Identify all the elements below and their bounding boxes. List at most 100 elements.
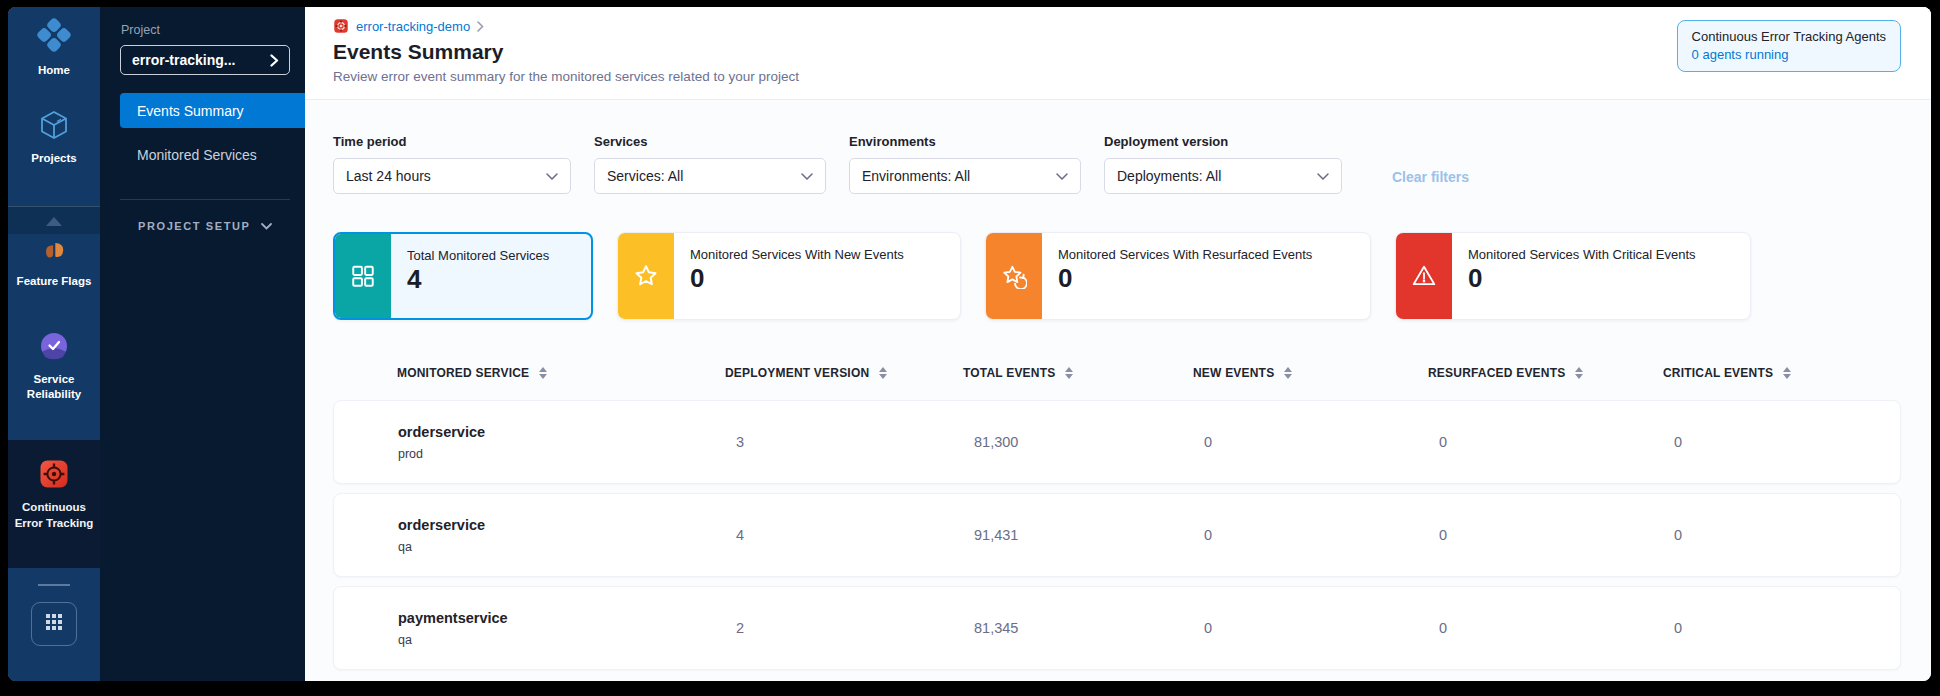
sidebar-bottom-section: [8, 568, 100, 681]
table-body: orderservice prod 3 81,300 0 0 0 orderse…: [333, 400, 1901, 670]
chevron-down-icon: [1317, 173, 1329, 180]
sidebar-divider: [38, 584, 70, 586]
chevron-down-icon: [546, 173, 558, 180]
time-period-select[interactable]: Last 24 hours: [333, 158, 571, 194]
filter-environments: Environments Environments: All: [849, 134, 1081, 194]
stat-value: 0: [1468, 263, 1696, 294]
breadcrumb-project-link[interactable]: error-tracking-demo: [356, 19, 470, 34]
sidebar-item-label: Service Reliability: [8, 372, 100, 403]
sort-icon: [1783, 367, 1791, 379]
harness-logo-icon: [36, 17, 72, 57]
resurfaced-events-value: 0: [1365, 620, 1600, 636]
project-menu: Events Summary Monitored Services: [100, 93, 305, 172]
chevron-down-icon: [261, 220, 272, 232]
column-header-resurfaced-events[interactable]: RESURFACED EVENTS: [1364, 366, 1599, 380]
critical-events-value: 0: [1600, 434, 1900, 450]
stat-label: Monitored Services With Critical Events: [1468, 247, 1696, 262]
filter-label: Environments: [849, 134, 1081, 149]
resurfaced-events-value: 0: [1365, 434, 1600, 450]
feature-flags-icon: [40, 236, 68, 268]
sidebar-item-label: Projects: [27, 151, 80, 167]
column-header-monitored-service[interactable]: MONITORED SERVICE: [333, 366, 661, 380]
cube-icon: [38, 109, 70, 145]
filter-time-period: Time period Last 24 hours: [333, 134, 571, 194]
filter-label: Services: [594, 134, 826, 149]
filter-deployment-version: Deployment version Deployments: All: [1104, 134, 1342, 194]
critical-events-value: 0: [1600, 527, 1900, 543]
main-content: error-tracking-demo Events Summary Revie…: [305, 7, 1931, 681]
total-events-value: 81,300: [900, 434, 1130, 450]
project-setup-label: PROJECT SETUP: [138, 220, 251, 232]
project-selector-value: error-tracking...: [132, 52, 235, 68]
total-events-value: 91,431: [900, 527, 1130, 543]
stat-label: Total Monitored Services: [407, 248, 549, 263]
stat-label: Monitored Services With Resurfaced Event…: [1058, 247, 1312, 262]
module-launcher-button[interactable]: [31, 602, 77, 646]
critical-events-value: 0: [1600, 620, 1900, 636]
sidebar-mid-section: Continuous Error Tracking: [8, 440, 100, 568]
sidebar-item-home[interactable]: Home: [8, 17, 100, 79]
total-events-value: 81,345: [900, 620, 1130, 636]
select-value: Environments: All: [862, 168, 970, 184]
deployment-version-value: 2: [662, 620, 900, 636]
stat-card-total-monitored-services[interactable]: Total Monitored Services 4: [333, 232, 593, 320]
column-header-total-events[interactable]: TOTAL EVENTS: [899, 366, 1129, 380]
sidebar-scroll-up-button[interactable]: [8, 206, 100, 234]
nav-divider: [120, 199, 290, 200]
filter-services: Services Services: All: [594, 134, 826, 194]
column-header-critical-events[interactable]: CRITICAL EVENTS: [1599, 366, 1901, 380]
sort-icon: [1065, 367, 1073, 379]
stat-value: 0: [1058, 263, 1312, 294]
agents-running-link[interactable]: 0 agents running: [1692, 47, 1886, 62]
deployment-version-value: 3: [662, 434, 900, 450]
stat-card-resurfaced-events[interactable]: Monitored Services With Resurfaced Event…: [985, 232, 1371, 320]
project-nav-panel: Project error-tracking... Events Summary…: [100, 7, 305, 681]
new-events-value: 0: [1130, 620, 1365, 636]
filter-label: Deployment version: [1104, 134, 1342, 149]
chevron-up-icon: [46, 217, 62, 226]
sidebar-item-feature-flags[interactable]: Feature Flags: [8, 236, 100, 290]
clear-filters-button[interactable]: Clear filters: [1392, 169, 1469, 185]
deployments-select[interactable]: Deployments: All: [1104, 158, 1342, 194]
page-header: error-tracking-demo Events Summary Revie…: [305, 7, 1931, 100]
chevron-right-icon: [477, 21, 484, 32]
sidebar-item-projects[interactable]: Projects: [8, 109, 100, 167]
filter-label: Time period: [333, 134, 571, 149]
select-value: Last 24 hours: [346, 168, 431, 184]
nav-item-monitored-services[interactable]: Monitored Services: [120, 137, 305, 172]
star-refresh-icon: [986, 233, 1042, 319]
service-name: orderservice: [398, 424, 662, 440]
project-setup-toggle[interactable]: PROJECT SETUP: [138, 220, 305, 232]
service-environment: qa: [398, 633, 662, 647]
select-value: Deployments: All: [1117, 168, 1221, 184]
sidebar-top-section: Home Projects: [8, 7, 100, 440]
new-events-value: 0: [1130, 527, 1365, 543]
sort-icon: [1284, 367, 1292, 379]
sidebar-item-label: Feature Flags: [13, 274, 96, 290]
error-tracking-target-icon: [38, 458, 70, 494]
services-select[interactable]: Services: All: [594, 158, 826, 194]
breadcrumb: error-tracking-demo: [333, 18, 1901, 34]
table-row[interactable]: paymentservice qa 2 81,345 0 0 0: [333, 586, 1901, 670]
app-window: Home Projects: [8, 7, 1931, 681]
sort-icon: [1575, 367, 1583, 379]
column-header-new-events[interactable]: NEW EVENTS: [1129, 366, 1364, 380]
project-selector[interactable]: error-tracking...: [120, 45, 290, 75]
stat-card-critical-events[interactable]: Monitored Services With Critical Events …: [1395, 232, 1751, 320]
table-row[interactable]: orderservice qa 4 91,431 0 0 0: [333, 493, 1901, 577]
screenshot-frame: Home Projects: [0, 0, 1940, 696]
resurfaced-events-value: 0: [1365, 527, 1600, 543]
filters-bar: Time period Last 24 hours Services Servi…: [333, 134, 1901, 194]
sidebar-item-continuous-error-tracking[interactable]: Continuous Error Tracking: [8, 458, 100, 531]
table-row[interactable]: orderservice prod 3 81,300 0 0 0: [333, 400, 1901, 484]
stat-value: 4: [407, 264, 549, 295]
column-header-deployment-version[interactable]: DEPLOYMENT VERSION: [661, 366, 899, 380]
nav-item-events-summary[interactable]: Events Summary: [120, 93, 305, 128]
environments-select[interactable]: Environments: All: [849, 158, 1081, 194]
project-section-label: Project: [121, 23, 305, 37]
stat-card-new-events[interactable]: Monitored Services With New Events 0: [617, 232, 961, 320]
chevron-down-icon: [1056, 173, 1068, 180]
page-title: Events Summary: [333, 40, 1901, 64]
agents-panel: Continuous Error Tracking Agents 0 agent…: [1677, 20, 1901, 72]
sidebar-item-service-reliability[interactable]: Service Reliability: [8, 330, 100, 403]
